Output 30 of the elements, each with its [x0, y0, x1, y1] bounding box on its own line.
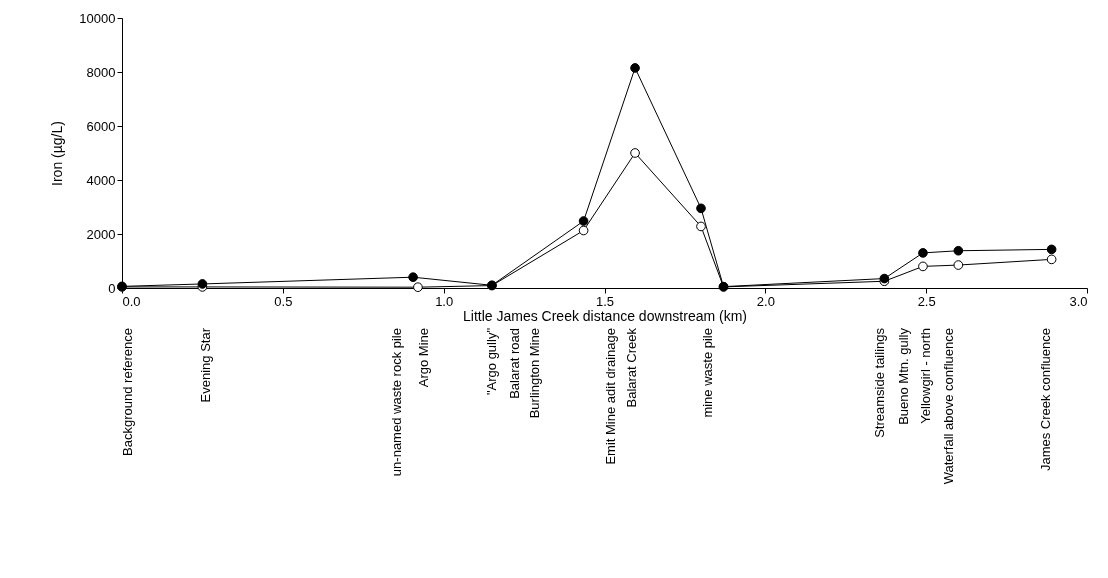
text: Bueno Mtn. gully [895, 327, 911, 425]
x-tick-label: 1.0 [435, 293, 454, 309]
y-tick-label: 0 [108, 280, 116, 296]
y-tick-label: 6000 [86, 118, 116, 134]
y-tick-label: 8000 [86, 64, 116, 80]
text: "Argo gully" [483, 327, 499, 396]
text: Balarat Creek [623, 327, 639, 408]
y-axis-title: Iron (µg/L) [49, 121, 66, 186]
text: Waterfall above confluence [941, 328, 957, 485]
x-tick-label: 3.0 [1069, 293, 1088, 309]
x-tick-label: 2.0 [756, 293, 775, 309]
x-tick-label: 0.5 [274, 293, 293, 309]
text: mine waste pile [699, 328, 715, 418]
text: Argo Mine [416, 328, 432, 388]
x-tick-label: 0.0 [122, 293, 141, 309]
x-axis-title: Little James Creek distance downstream (km) [463, 307, 747, 324]
y-tick-label: 10000 [79, 10, 116, 26]
text: Yellowgirl - north [917, 328, 933, 424]
x-tick-label: 2.5 [917, 293, 936, 309]
y-tick-label: 4000 [86, 172, 116, 188]
text: Burlington Mine [527, 328, 543, 419]
text: Emit Mine adit drainage [603, 328, 619, 465]
y-tick-label: 2000 [86, 226, 116, 242]
x-tick-label: 1.5 [595, 293, 615, 309]
text: Streamside tailings [871, 327, 887, 438]
text: Evening Star [197, 327, 213, 403]
text: Balarat road [506, 328, 522, 399]
text: James Creek confluence [1037, 328, 1053, 472]
text: un-named waste rock pile [389, 328, 405, 477]
text: Background reference [120, 328, 136, 456]
